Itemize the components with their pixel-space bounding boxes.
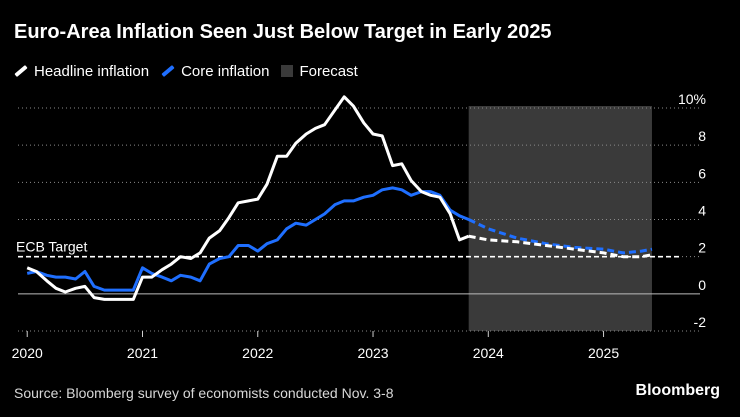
y-tick-label: 6 — [698, 165, 706, 181]
headline-inflation-forecast-line — [468, 234, 653, 259]
legend-label-forecast: Forecast — [299, 62, 358, 80]
x-tick-label: 2021 — [127, 345, 158, 361]
y-tick-label: 8 — [698, 128, 706, 144]
x-tick-label: 2020 — [12, 345, 43, 361]
forecast-box-swatch-icon — [281, 65, 294, 77]
x-tick-label: 2024 — [473, 345, 504, 361]
y-tick-label: -2 — [694, 314, 707, 330]
page-title: Euro-Area Inflation Seen Just Below Targ… — [14, 21, 552, 43]
core-inflation-line — [26, 186, 470, 292]
legend-item-headline: Headline inflation — [14, 63, 149, 80]
y-tick-label: 4 — [698, 203, 706, 219]
source-note: Source: Bloomberg survey of economists c… — [14, 385, 394, 401]
core-inflation-forecast-line — [468, 218, 653, 255]
y-tick-label: 0 — [698, 277, 706, 293]
forecast-region — [468, 106, 652, 331]
headline-inflation-line — [26, 95, 470, 301]
x-tick-label: 2023 — [357, 345, 388, 361]
x-tick-label: 2022 — [242, 345, 273, 361]
legend-item-forecast: Forecast — [281, 62, 358, 80]
legend-item-core: Core inflation — [161, 63, 269, 80]
bloomberg-logo: Bloomberg — [635, 382, 720, 399]
x-tick-label: 2025 — [588, 345, 619, 361]
legend-label-core: Core inflation — [181, 62, 270, 80]
y-tick-label: 2 — [698, 240, 706, 256]
ecb-target-label: ECB Target — [16, 239, 87, 255]
legend-label-headline: Headline inflation — [34, 62, 150, 80]
y-tick-label: 10% — [678, 91, 706, 107]
chart-legend: Headline inflation Core inflation Foreca… — [14, 61, 370, 81]
